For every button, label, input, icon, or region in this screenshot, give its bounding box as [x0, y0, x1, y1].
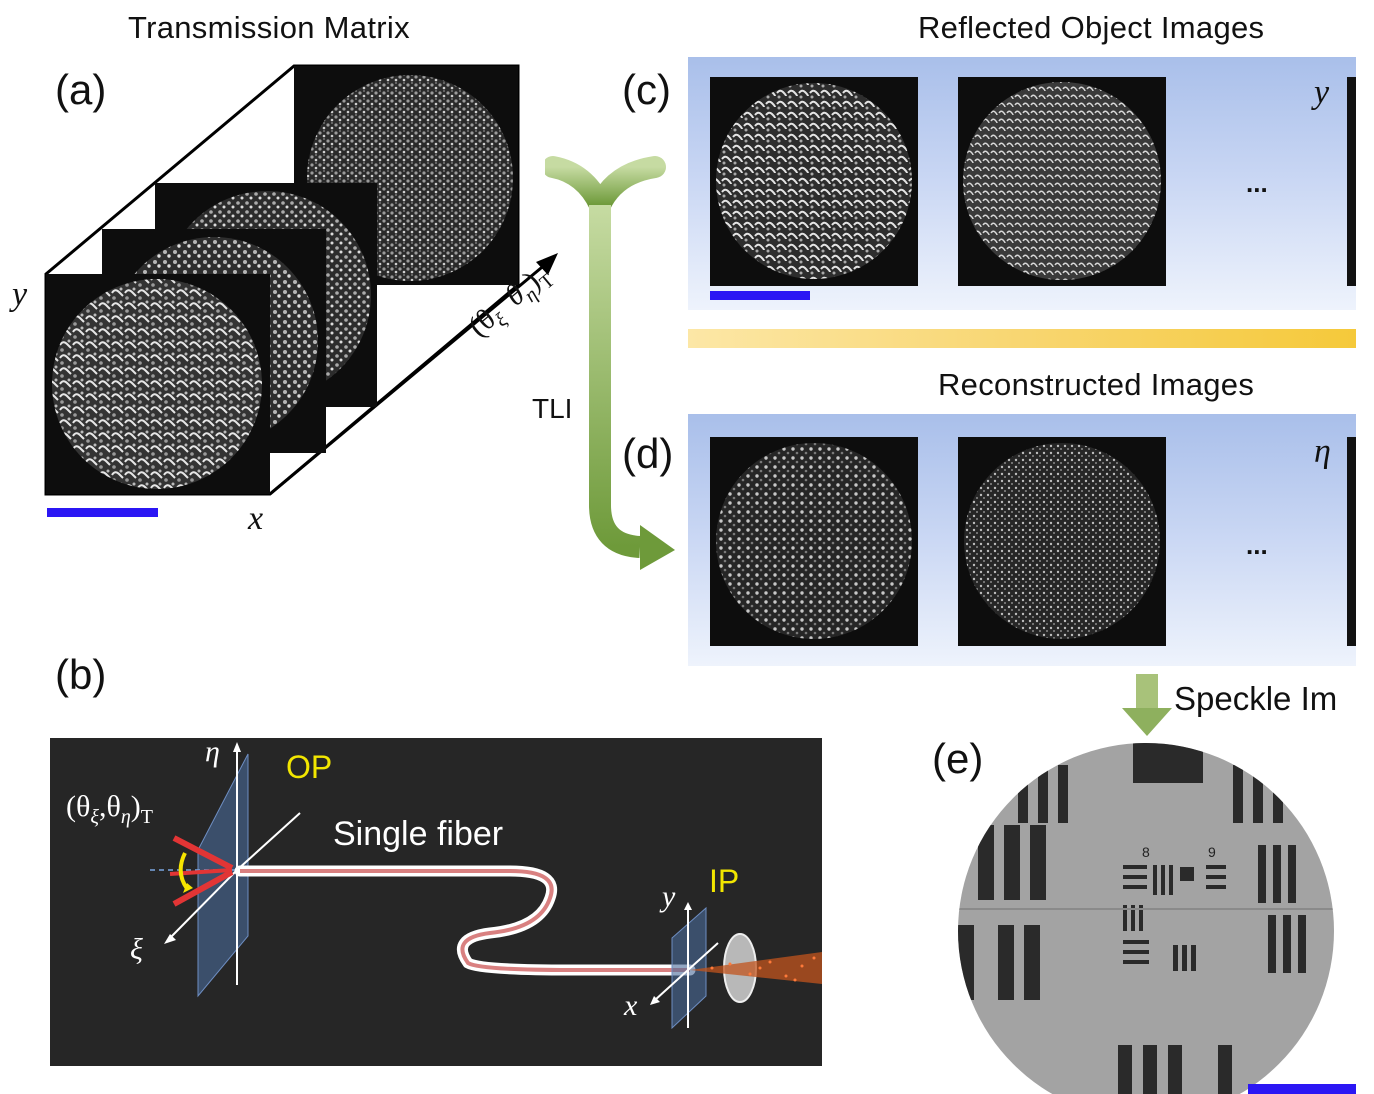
axis-x-b: x	[624, 989, 638, 1022]
reconstructed-image-2	[958, 437, 1166, 646]
panel-label-b: (b)	[55, 651, 107, 698]
tli-arrow	[545, 156, 675, 570]
axis-y-b: y	[662, 880, 676, 913]
ellipsis-c: ...	[1246, 168, 1268, 198]
group-8-label: 8	[1142, 844, 1150, 860]
title-transmission-matrix: Transmission Matrix	[128, 10, 410, 45]
scalebar-c	[710, 291, 810, 300]
speckle-down-arrow	[1122, 674, 1172, 736]
reflected-image-edge	[1347, 77, 1356, 286]
axis-eta-d: η	[1314, 433, 1331, 470]
group-9-label: 9	[1208, 844, 1216, 860]
axis-y-c: y	[1314, 74, 1330, 111]
axis-eta-b: η	[205, 735, 220, 768]
panel-label-e: (e)	[932, 735, 984, 782]
speckle-frame-1	[46, 274, 270, 494]
axis-xi-b: ξ	[130, 933, 143, 966]
reconstructed-image-edge	[1347, 437, 1356, 646]
panel-label-a: (a)	[55, 66, 107, 113]
speckle-title: Speckle Im	[1174, 680, 1338, 717]
scalebar-a	[47, 508, 158, 517]
angle-label-b: (θξ,θη)T	[66, 790, 153, 828]
ip-label: IP	[709, 863, 740, 899]
gold-divider-bar	[688, 329, 1356, 348]
reflected-image-1	[710, 77, 918, 286]
reconstructed-image-1	[710, 437, 918, 646]
axis-x-a: x	[248, 500, 264, 537]
tli-label: TLI	[532, 393, 573, 424]
title-reconstructed-images: Reconstructed Images	[938, 367, 1255, 402]
scalebar-e	[1248, 1084, 1356, 1094]
reflected-image-2	[958, 77, 1166, 286]
panel-label-c: (c)	[622, 66, 671, 113]
resolution-target-image: 8 9	[958, 743, 1334, 1094]
title-reflected-object-images: Reflected Object Images	[918, 10, 1265, 45]
panel-label-d: (d)	[622, 430, 674, 477]
axis-y-a: y	[12, 276, 28, 313]
ellipsis-d: ...	[1246, 530, 1268, 560]
fiber-setup-diagram	[150, 742, 822, 1030]
op-label: OP	[286, 749, 333, 785]
single-fiber-label: Single fiber	[333, 815, 504, 853]
